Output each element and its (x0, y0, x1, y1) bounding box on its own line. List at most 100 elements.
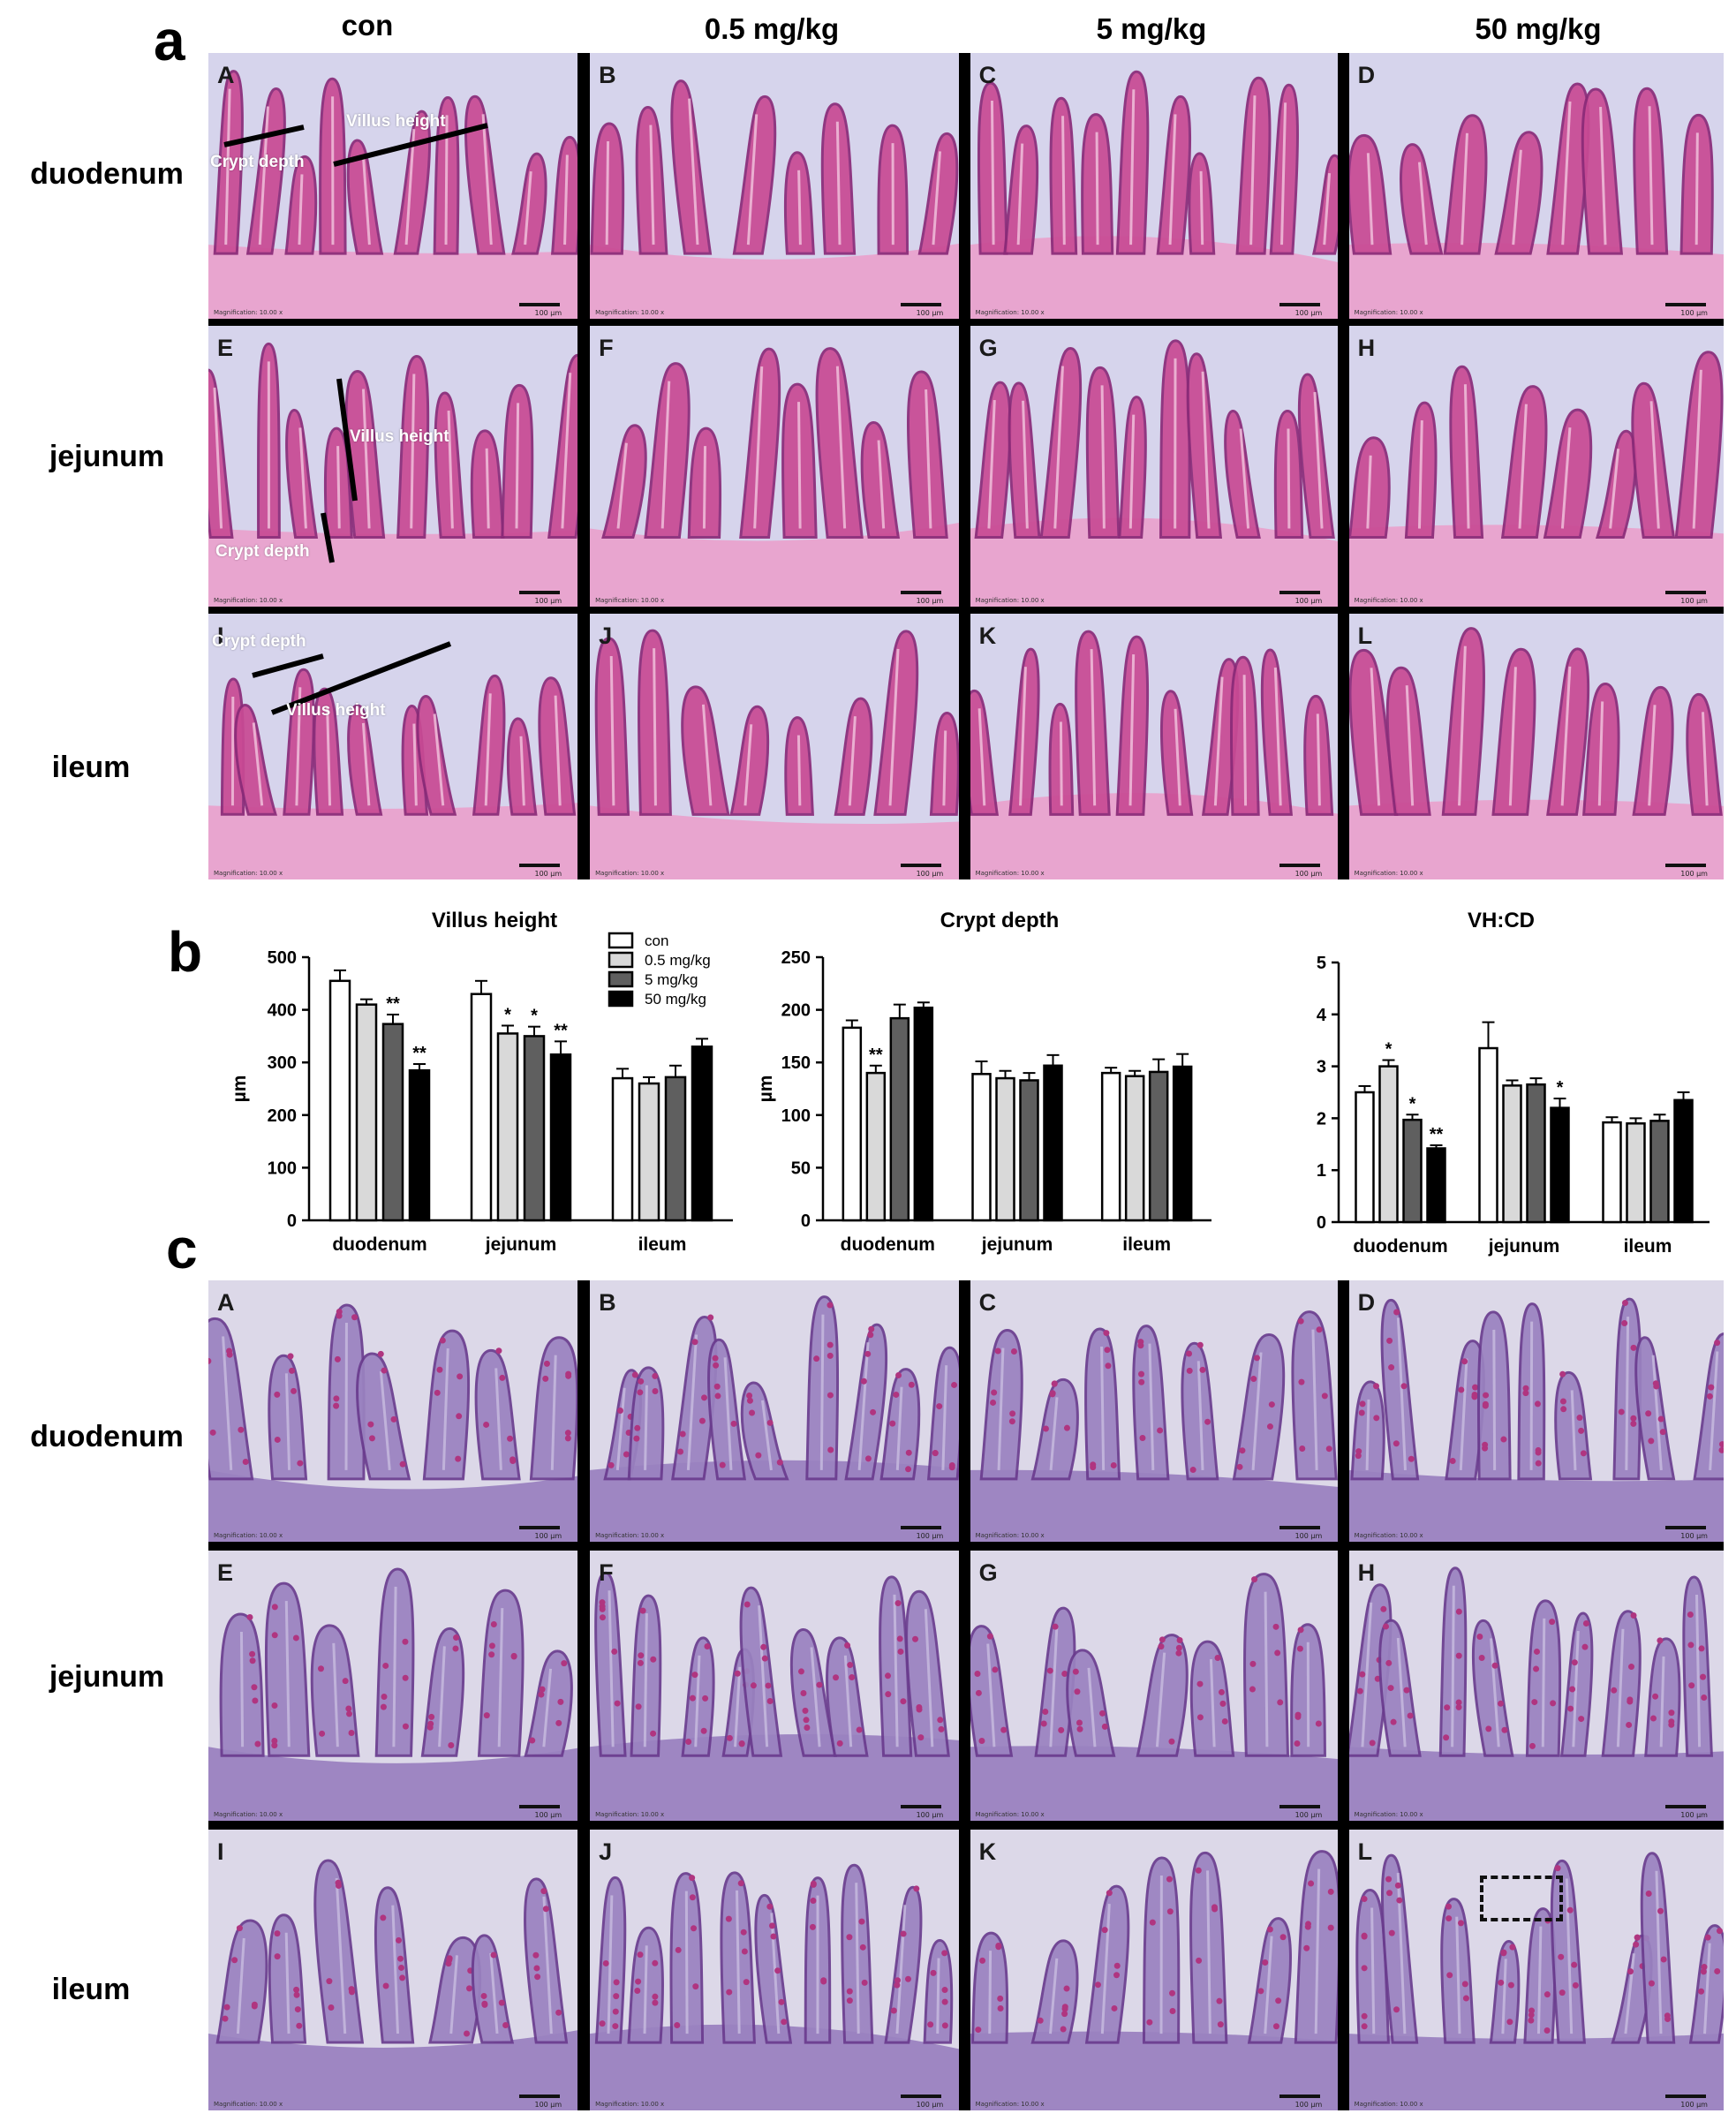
goblet-cell (1534, 1400, 1541, 1408)
goblet-cell (994, 1943, 1001, 1950)
goblet-cell (1507, 1981, 1514, 1989)
goblet-cell (1219, 1700, 1227, 1707)
measurement-line (223, 125, 305, 147)
villus-core (336, 446, 341, 529)
goblet-cell (727, 1734, 734, 1741)
goblet-cell (714, 1393, 721, 1400)
goblet-cell (1470, 1393, 1477, 1400)
villus-core (1489, 1638, 1500, 1747)
goblet-cell (1268, 1401, 1275, 1408)
bar (889, 1016, 910, 1222)
magnification-label: Magnification: 10.00 x (214, 2101, 283, 2108)
goblet-cell (1008, 1410, 1015, 1417)
x-tick-label: jejunum (981, 1234, 1053, 1255)
bar (1426, 1147, 1446, 1224)
goblet-cell (1559, 1370, 1566, 1378)
goblet-cell (713, 1383, 721, 1390)
goblet-cell (1455, 1652, 1462, 1659)
goblet-cell (978, 1957, 985, 1964)
row-header-c-ileum: ileum (51, 1973, 131, 2006)
scale-bar (519, 1526, 561, 1529)
goblet-cell (1576, 1415, 1583, 1422)
goblet-cell (1195, 1867, 1202, 1874)
goblet-cell (890, 2007, 897, 2014)
x-tick-label: ileum (638, 1234, 687, 1255)
y-tick-label: 50 (791, 1159, 811, 1178)
villus-core (644, 1385, 649, 1470)
goblet-cell (1076, 1725, 1083, 1732)
y-tick-label: 400 (268, 1001, 297, 1021)
villus-core (857, 1342, 870, 1470)
goblet-cell (1387, 1685, 1394, 1692)
goblet-cell (209, 1429, 216, 1436)
goblet-cell (296, 2022, 303, 2029)
goblet-cell (737, 1880, 744, 1887)
goblet-cell (402, 1638, 409, 1645)
magnification-label: Magnification: 10.00 x (1354, 1532, 1423, 1539)
tissue-section (970, 1573, 1339, 1821)
villus-core (1263, 1936, 1273, 2034)
y-tick-label: 0 (287, 1211, 297, 1231)
villus-core (653, 648, 658, 806)
goblet-cell (905, 1466, 912, 1473)
goblet-cell (1530, 1699, 1537, 1706)
column-header-5: 5 mg/kg (1096, 12, 1207, 45)
villus-core (1100, 1904, 1111, 2034)
goblet-cell (990, 1389, 997, 1396)
tissue-section (970, 70, 1339, 319)
scale-bar-label: 100 μm (916, 309, 944, 317)
goblet-cell (1632, 1941, 1639, 1948)
scale-bar (1664, 303, 1706, 306)
goblet-cell (342, 1678, 349, 1685)
goblet-cell (1042, 1425, 1049, 1432)
goblet-cell (434, 1389, 441, 1396)
goblet-cell (1704, 1934, 1711, 1941)
villus-core (607, 1895, 614, 2034)
villus-core (1508, 667, 1517, 806)
villus (1543, 408, 1592, 540)
goblet-cell (348, 1729, 355, 1736)
villus-core (936, 1958, 940, 2034)
goblet-cell (509, 1458, 517, 1465)
goblet-cell (941, 1987, 948, 1994)
goblet-cell (707, 1314, 714, 1321)
villus (732, 94, 777, 255)
villus-core (362, 157, 371, 245)
goblet-cell (623, 1451, 630, 1458)
villus-core (1651, 1355, 1663, 1471)
villus-core (392, 1586, 397, 1747)
goblet-cell (1046, 1667, 1053, 1674)
bar (1649, 1120, 1670, 1224)
goblet-cell (776, 1459, 783, 1466)
villus-core (236, 1937, 245, 2034)
goblet-cell (599, 2020, 606, 2027)
goblet-cell (1577, 1716, 1584, 1723)
goblet-cell (608, 1461, 615, 1468)
villus-core (1702, 1943, 1711, 2034)
bar (664, 1076, 687, 1222)
goblet-cell (1445, 1915, 1452, 1922)
goblet-cell (637, 1659, 644, 1666)
goblet-cell (1211, 1906, 1218, 1913)
he-tile-f: F 100 μm Magnification: 10.00 x (590, 326, 960, 607)
he-tile-h: H 100 μm Magnification: 10.00 x (1348, 326, 1724, 607)
goblet-cell (251, 1684, 258, 1691)
villus-core (895, 1905, 907, 2034)
goblet-cell (885, 1691, 892, 1698)
goblet-cell (1060, 2011, 1068, 2018)
goblet-cell (1217, 2021, 1224, 2028)
villus-core (1565, 1878, 1573, 2034)
tile-letter: J (599, 623, 613, 649)
goblet-cell (652, 1999, 659, 2006)
villus-core (1264, 1591, 1268, 1747)
villus-core (481, 114, 493, 245)
goblet-cell (226, 1347, 233, 1355)
goblet-cell (1137, 1370, 1144, 1378)
significance-marker: * (1385, 1040, 1393, 1060)
goblet-cell (466, 1985, 473, 1992)
villus-core (1322, 172, 1331, 245)
goblet-cell (1626, 1696, 1633, 1703)
measurement-stroke (223, 125, 305, 147)
goblet-cell (1358, 1409, 1365, 1416)
goblet-cell (1522, 1390, 1529, 1397)
